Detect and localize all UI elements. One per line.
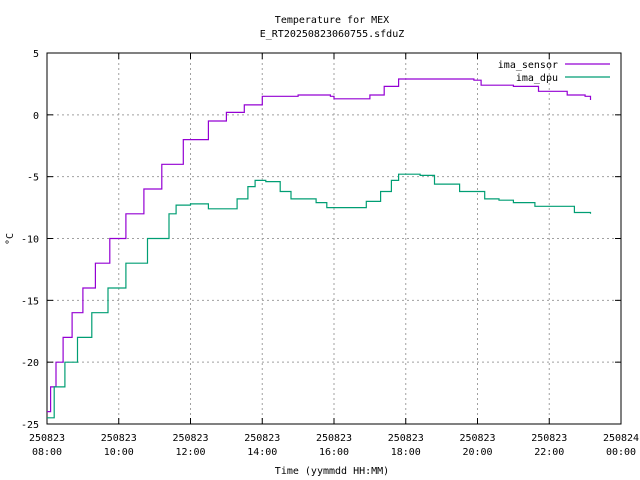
grid [47,53,621,424]
series-line-ima_sensor [47,78,592,413]
x-tick-label-date: 250824 [603,433,639,444]
x-tick-label-date: 250823 [29,433,65,444]
x-tick-label-date: 250823 [101,433,137,444]
x-tick-label-date: 250823 [388,433,424,444]
x-tick-label-time: 16:00 [319,447,349,458]
y-tick-label: -20 [21,358,39,369]
series-group [47,78,592,419]
x-tick-label-date: 250823 [531,433,567,444]
y-tick-label: -15 [21,296,39,307]
x-tick-label-time: 22:00 [534,447,564,458]
x-tick-label-date: 250823 [316,433,352,444]
plot-border [46,52,622,425]
x-tick-label-time: 20:00 [462,447,492,458]
x-tick-label-time: 18:00 [391,447,421,458]
axes: 250823 08:00 250823 10:00 250823 12:00 250823 1… [21,49,639,458]
chart-subtitle: E_RT20250823060755.sfduZ [260,29,405,40]
y-tick-label: -10 [21,235,39,246]
y-tick-label: -25 [21,420,39,431]
y-tick-label: -5 [27,173,39,184]
legend-label: ima_dpu [516,73,558,84]
y-tick-label: 0 [33,111,39,122]
x-tick-label-date: 250823 [172,433,208,444]
y-axis-label: °C [5,233,16,245]
x-tick-label-date: 250823 [244,433,280,444]
legend: ima_sensor ima_dpu [498,60,610,84]
chart-title: Temperature for MEX [275,15,389,26]
x-tick-label-time: 00:00 [606,447,636,458]
x-axis-label: Time (yymmdd HH:MM) [275,466,389,477]
x-tick-label-time: 10:00 [104,447,134,458]
series-line-ima_dpu [47,173,592,419]
x-tick-label-time: 14:00 [247,447,277,458]
x-tick-label-date: 250823 [459,433,495,444]
x-tick-label-time: 12:00 [175,447,205,458]
x-tick-label-time: 08:00 [32,447,62,458]
legend-label: ima_sensor [498,60,558,71]
y-tick-label: 5 [33,49,39,60]
